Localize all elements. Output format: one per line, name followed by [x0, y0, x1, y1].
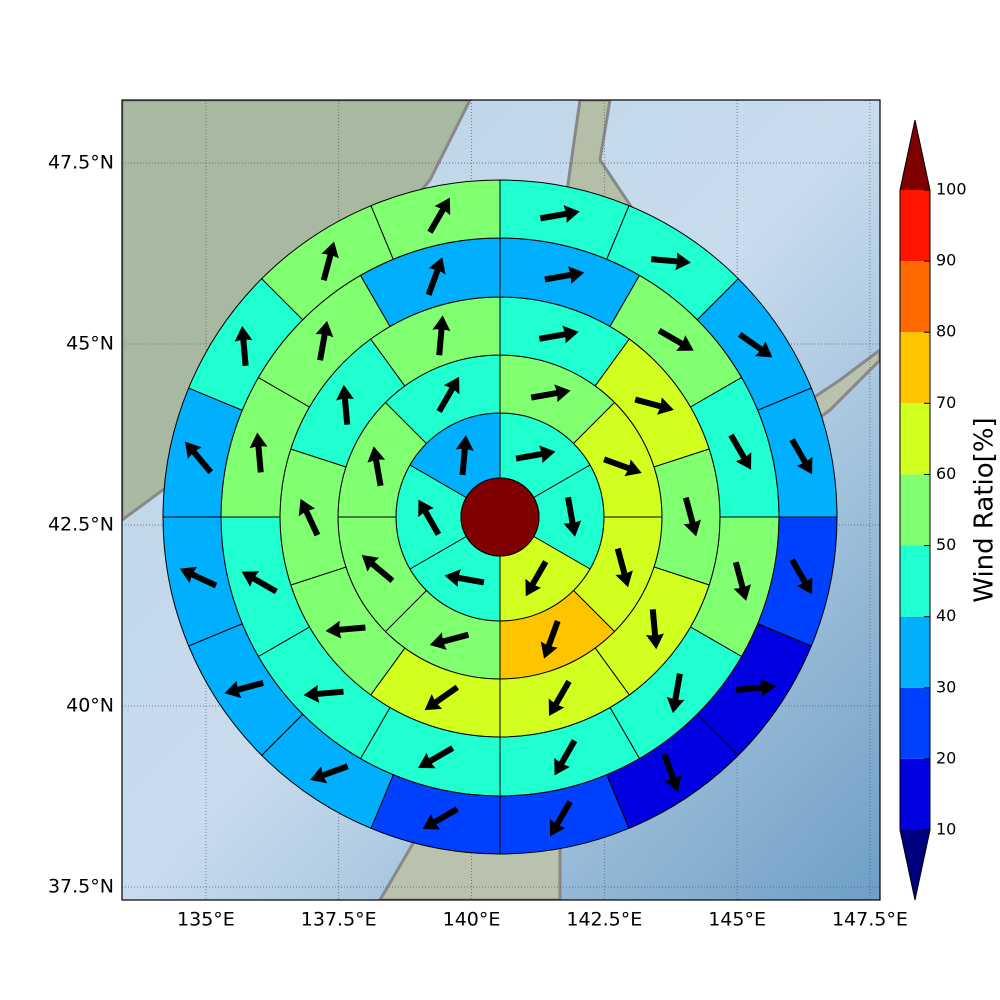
colorbar-segment — [900, 687, 930, 759]
x-tick-label: 135°E — [177, 909, 235, 931]
colorbar-tick-label: 90 — [936, 251, 956, 270]
x-tick-label: 140°E — [443, 909, 501, 931]
wind-arrow — [432, 315, 451, 356]
colorbar-segment — [900, 474, 930, 546]
wind-arrow — [241, 571, 278, 595]
colorbar-label: Wind Ratio[%] — [970, 417, 1000, 602]
wind-arrow — [539, 205, 580, 223]
colorbar-tick-label: 70 — [936, 393, 956, 412]
wind-arrow — [515, 445, 556, 464]
colorbar-segment — [900, 190, 930, 262]
wind-arrow — [325, 620, 366, 639]
wind-arrow — [303, 684, 344, 703]
y-tick-label: 40°N — [66, 694, 114, 716]
wind-arrow — [427, 197, 451, 234]
wind-arrow — [179, 566, 218, 589]
y-tick-label: 42.5°N — [48, 513, 114, 535]
wind-arrow — [549, 800, 573, 837]
colorbar-tick-label: 10 — [936, 820, 956, 839]
wind-arrow — [540, 620, 561, 659]
wind-arrow — [554, 739, 578, 776]
wind-arrow — [789, 558, 813, 595]
colorbar-segment — [900, 403, 930, 475]
polar-grid — [162, 179, 838, 855]
wind-arrow — [422, 806, 459, 830]
y-tick-label: 45°N — [66, 332, 114, 354]
wind-arrow — [455, 435, 474, 476]
wind-arrow — [650, 252, 692, 271]
x-tick-label: 147.5°E — [832, 909, 908, 931]
wind-arrow — [234, 325, 253, 367]
wind-arrow — [603, 456, 642, 477]
wind-arrow — [530, 384, 571, 403]
colorbar-segment — [900, 758, 930, 830]
wind-arrow — [789, 438, 813, 475]
wind-arrow — [361, 555, 395, 584]
wind-arrow — [548, 679, 572, 716]
colorbar-tick-label: 40 — [936, 606, 956, 625]
wind-arrow — [563, 496, 582, 537]
colorbar-over — [900, 120, 930, 190]
wind-arrow — [418, 745, 455, 769]
x-tick-label: 145°E — [708, 909, 766, 931]
colorbar-tick-label: 30 — [936, 677, 956, 696]
center-cell — [460, 477, 540, 557]
colorbar-tick-label: 100 — [936, 180, 967, 199]
wind-arrow — [429, 631, 470, 650]
wind-arrow — [538, 325, 579, 344]
wind-arrow — [367, 446, 386, 487]
wind-arrow — [336, 384, 355, 425]
wind-arrow — [682, 496, 701, 537]
x-tick-label: 142.5°E — [566, 909, 642, 931]
wind-arrow — [249, 432, 268, 473]
wind-arrow — [657, 327, 694, 351]
colorbar-tick-label: 50 — [936, 535, 956, 554]
wind-arrow — [544, 266, 585, 284]
wind-arrow — [614, 547, 633, 588]
wind-arrow — [735, 678, 777, 697]
wind-arrow — [728, 433, 752, 470]
wind-arrow — [425, 257, 446, 296]
wind-arrow — [185, 441, 214, 475]
wind-arrow — [310, 763, 349, 784]
colorbar-tick-label: 80 — [936, 322, 956, 341]
wind-arrow — [525, 560, 549, 597]
wind-cell — [279, 448, 347, 586]
wind-arrow — [320, 241, 339, 282]
colorbar-tick-label: 20 — [936, 748, 956, 767]
colorbar-tick-label: 60 — [936, 464, 956, 483]
colorbar-segment — [900, 261, 930, 333]
wind-arrow — [418, 499, 442, 536]
wind-arrow — [634, 396, 674, 415]
wind-arrow — [315, 320, 334, 361]
wind-arrow — [224, 680, 265, 699]
colorbar-segment — [900, 616, 930, 688]
wind-arrow — [424, 684, 460, 711]
map-frame — [121, 99, 881, 901]
wind-arrow — [436, 376, 460, 413]
colorbar-segment — [900, 545, 930, 617]
wind-arrow — [444, 569, 485, 587]
wind-arrow — [666, 673, 685, 714]
wind-arrow — [661, 753, 682, 792]
axes: 135°E 137.5°E 140°E 142.5°E 145°E 147.5°E 37.5… — [48, 151, 908, 930]
x-tick-label: 137.5°E — [301, 909, 377, 931]
colorbar-under — [900, 830, 930, 900]
colorbar-segment — [900, 332, 930, 404]
wind-arrow — [732, 561, 751, 601]
wind-cell — [653, 448, 721, 586]
wind-arrow — [645, 609, 664, 650]
colorbar: 10 20 30 40 50 60 70 80 90 100 — [899, 119, 967, 901]
y-tick-label: 47.5°N — [48, 151, 114, 173]
wind-arrow — [737, 331, 773, 358]
wind-arrow — [298, 498, 321, 537]
y-tick-label: 37.5°N — [48, 875, 114, 897]
